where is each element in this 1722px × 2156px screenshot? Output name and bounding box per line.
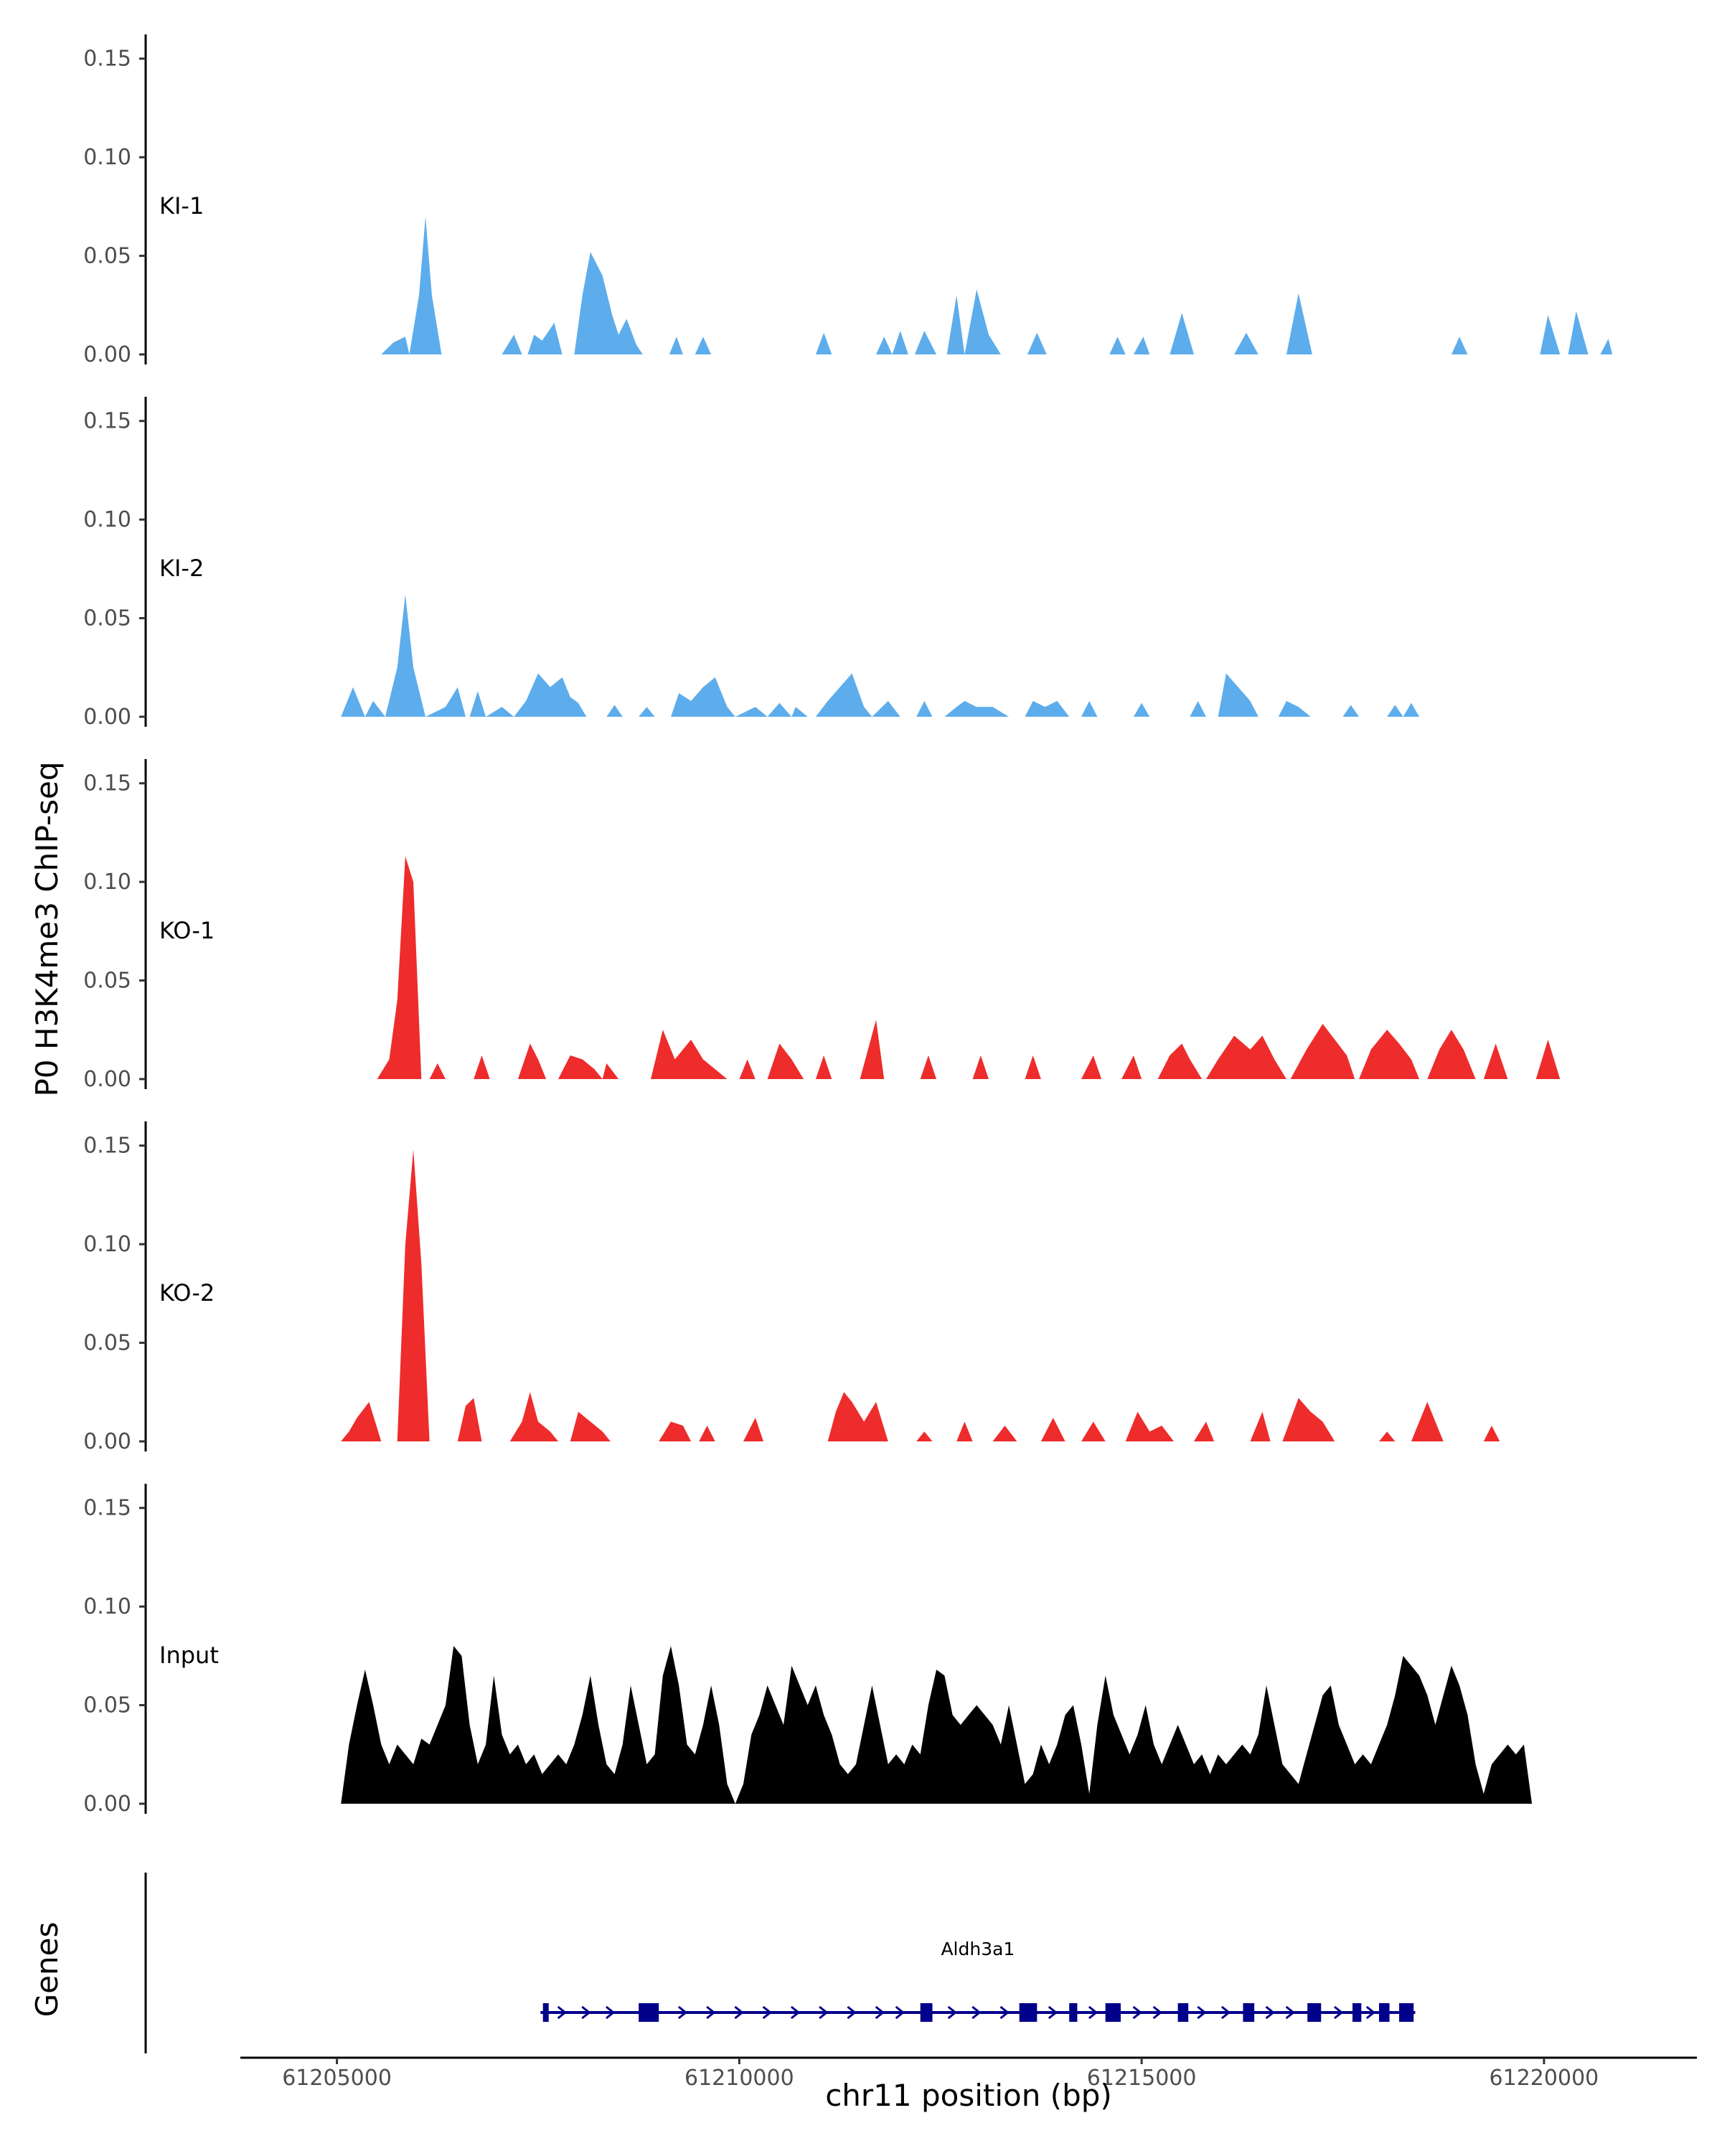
y-tick-label: 0.05 xyxy=(83,969,131,994)
x-axis: 61205000 61210000 61215000 61220000 xyxy=(240,2056,1697,2091)
y-tick-label: 0.00 xyxy=(83,342,131,367)
gene-exon xyxy=(1069,2003,1078,2022)
gene-exon xyxy=(1177,2003,1189,2022)
strand-arrow xyxy=(605,2005,616,2020)
gene-exon xyxy=(542,2003,549,2022)
gene-exon xyxy=(920,2003,933,2022)
signal-area-input xyxy=(341,1646,1533,1804)
gene-exon xyxy=(1378,2003,1390,2022)
strand-arrow xyxy=(1197,2005,1207,2020)
track-ki-2: 0.00 0.05 0.10 0.15 KI-2 xyxy=(83,397,1420,730)
y-tick-label: 0.10 xyxy=(83,507,131,532)
gene-exon xyxy=(1307,2003,1322,2022)
strand-arrow xyxy=(971,2005,982,2020)
strand-arrow xyxy=(1088,2005,1098,2020)
signal-area-ki-2 xyxy=(341,594,1420,717)
signal-area-ko-1 xyxy=(377,856,1561,1079)
gene-exon xyxy=(1352,2003,1362,2022)
strand-arrow xyxy=(706,2005,716,2020)
x-tick-label: 61205000 xyxy=(282,2066,392,2091)
strand-arrow xyxy=(677,2005,688,2020)
x-tick-label: 61220000 xyxy=(1490,2066,1599,2091)
genes-axis-title: Genes xyxy=(29,1922,65,2018)
track-label: KO-2 xyxy=(159,1279,215,1307)
y-tick-label: 0.15 xyxy=(83,47,131,72)
strand-arrow xyxy=(875,2005,885,2020)
y-tick-label: 0.05 xyxy=(83,606,131,631)
strand-arrow xyxy=(999,2005,1010,2020)
y-tick-label: 0.15 xyxy=(83,409,131,434)
x-tick-label: 61215000 xyxy=(1087,2066,1197,2091)
strand-arrow xyxy=(1048,2005,1058,2020)
gene-exon xyxy=(1399,2003,1414,2022)
x-tick-label: 61210000 xyxy=(684,2066,794,2091)
strand-arrow xyxy=(1285,2005,1296,2020)
strand-arrow xyxy=(895,2005,905,2020)
track-label: KI-2 xyxy=(159,555,204,582)
strand-arrow xyxy=(819,2005,829,2020)
gene-name-label: Aldh3a1 xyxy=(941,1939,1015,1959)
y-tick-label: 0.00 xyxy=(83,1792,131,1817)
gene-exon xyxy=(1243,2003,1255,2022)
gene-exon xyxy=(1019,2003,1038,2022)
x-axis-title: chr11 position (bp) xyxy=(825,2078,1112,2113)
strand-arrow xyxy=(734,2005,744,2020)
strand-arrow xyxy=(1152,2005,1162,2020)
track-input: 0.00 0.05 0.10 0.15 Input xyxy=(83,1484,1533,1817)
y-axis-title: P0 H3K4me3 ChIP-seq xyxy=(29,761,65,1096)
y-tick-label: 0.15 xyxy=(83,1134,131,1159)
y-tick-label: 0.10 xyxy=(83,1232,131,1257)
strand-arrow xyxy=(762,2005,773,2020)
strand-arrow xyxy=(790,2005,801,2020)
y-tick-label: 0.00 xyxy=(83,1429,131,1454)
gene-exon xyxy=(639,2003,659,2022)
strand-arrow xyxy=(1265,2005,1275,2020)
track-ko-2: 0.00 0.05 0.10 0.15 KO-2 xyxy=(83,1121,1500,1454)
strand-arrow xyxy=(847,2005,857,2020)
strand-arrow xyxy=(1132,2005,1142,2020)
y-tick-label: 0.00 xyxy=(83,705,131,730)
strand-arrow xyxy=(947,2005,957,2020)
y-tick-label: 0.15 xyxy=(83,1496,131,1521)
y-tick-label: 0.15 xyxy=(83,771,131,796)
track-label: KI-1 xyxy=(159,192,204,220)
signal-area-ko-2 xyxy=(341,1149,1500,1441)
signal-area-ki-1 xyxy=(381,216,1613,354)
track-ki-1: 0.00 0.05 0.10 0.15 KI-1 xyxy=(83,34,1613,367)
y-tick-label: 0.05 xyxy=(83,1331,131,1356)
gene-exon xyxy=(1105,2003,1121,2022)
y-tick-label: 0.10 xyxy=(83,1594,131,1619)
y-tick-label: 0.00 xyxy=(83,1067,131,1092)
track-label: KO-1 xyxy=(159,917,215,944)
strand-arrow xyxy=(557,2005,568,2020)
track-label: Input xyxy=(159,1642,219,1669)
y-tick-label: 0.10 xyxy=(83,870,131,895)
genes-layer: Aldh3a1 xyxy=(144,1873,1416,2053)
y-tick-label: 0.05 xyxy=(83,1693,131,1718)
y-tick-label: 0.05 xyxy=(83,244,131,269)
track-ko-1: 0.00 0.05 0.10 0.15 KO-1 xyxy=(83,759,1561,1092)
tracks-layer: 0.00 0.05 0.10 0.15 KI-1 0.00 0.05 0.10 0.15 KI-2… xyxy=(83,34,1613,1817)
strand-arrow xyxy=(1220,2005,1231,2020)
strand-arrow xyxy=(581,2005,591,2020)
strand-arrow xyxy=(1365,2005,1376,2020)
y-tick-label: 0.10 xyxy=(83,145,131,170)
strand-arrow xyxy=(1333,2005,1344,2020)
